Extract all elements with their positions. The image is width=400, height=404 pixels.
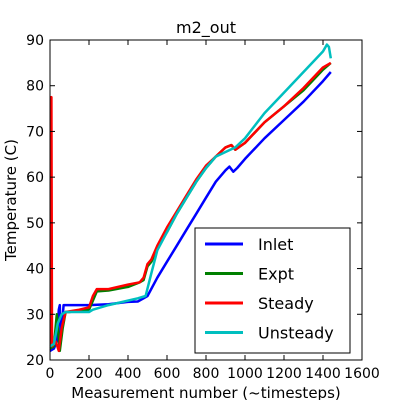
- y-tick-label: 30: [26, 307, 44, 323]
- x-tick-label: 800: [193, 366, 220, 382]
- x-tick-label: 200: [76, 366, 103, 382]
- x-tick-label: 1000: [227, 366, 263, 382]
- x-axis-label: Measurement number (~timesteps): [71, 384, 340, 400]
- x-tick-label: 600: [154, 366, 181, 382]
- y-axis-label: Temperature (C): [2, 139, 20, 262]
- x-tick-label: 1600: [344, 366, 380, 382]
- y-tick-label: 50: [26, 216, 44, 232]
- legend-label-inlet: Inlet: [258, 235, 293, 254]
- x-tick-label: 1400: [305, 366, 341, 382]
- legend-label-unsteady: Unsteady: [258, 324, 334, 343]
- y-tick-label: 20: [26, 353, 44, 369]
- series-line-steady: [49, 61, 332, 353]
- x-tick-label: 400: [115, 366, 142, 382]
- y-tick-label: 40: [26, 262, 44, 278]
- x-tick-label: 0: [46, 366, 55, 382]
- y-tick-label: 90: [26, 33, 44, 49]
- legend-label-expt: Expt: [258, 265, 294, 284]
- y-tick-label: 60: [26, 170, 44, 186]
- y-tick-label: 70: [26, 124, 44, 140]
- x-tick-label: 1200: [266, 366, 302, 382]
- series-line-unsteady: [49, 43, 333, 348]
- legend: Inlet Expt Steady Unsteady: [194, 227, 351, 354]
- legend-label-steady: Steady: [258, 294, 314, 313]
- chart-title: m2_out: [176, 18, 236, 38]
- y-tick-label: 80: [26, 79, 44, 95]
